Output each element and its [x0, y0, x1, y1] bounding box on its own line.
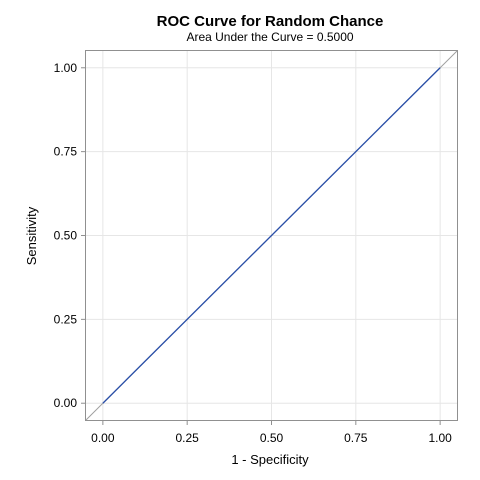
x-tick-label: 0.50: [260, 431, 284, 445]
x-tick-label: 1.00: [428, 431, 452, 445]
y-tick-label: 0.50: [54, 229, 78, 243]
x-axis-label: 1 - Specificity: [231, 452, 309, 467]
grid-layer: [86, 51, 457, 420]
x-tick-label: 0.00: [91, 431, 115, 445]
y-tick-label: 0.75: [54, 145, 78, 159]
y-axis-label: Sensitivity: [24, 206, 39, 265]
line-layer: [85, 50, 458, 421]
chart-subtitle: Area Under the Curve = 0.5000: [186, 30, 353, 44]
y-tick-label: 1.00: [54, 61, 78, 75]
y-tick-label: 0.00: [54, 396, 78, 410]
y-tick-label: 0.25: [54, 312, 78, 326]
roc-curve-line: [102, 67, 441, 404]
x-tick-label: 0.25: [176, 431, 200, 445]
tick-layer: 0.00 0.25 0.50 0.75 1.00 0.00 0.25 0.50 0.75 1.00: [54, 61, 452, 445]
chart-title: ROC Curve for Random Chance: [157, 13, 384, 30]
x-tick-label: 0.75: [344, 431, 368, 445]
